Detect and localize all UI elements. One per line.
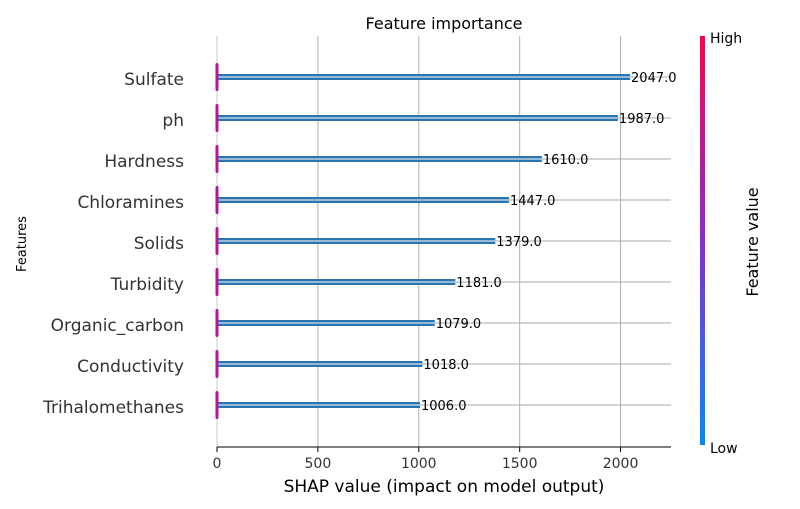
data-label: 1018.0: [423, 358, 469, 373]
feature-marker: [215, 391, 219, 419]
x-axis-label: SHAP value (impact on model output): [284, 477, 605, 497]
x-axis-ticks: 0 500 1000 1500 2000: [213, 447, 639, 472]
feature-label: Solids: [134, 234, 184, 254]
feature-marker: [215, 104, 219, 132]
data-label: 1079.0: [436, 317, 482, 332]
feature-label: Hardness: [104, 152, 184, 172]
feature-label: Conductivity: [77, 357, 184, 377]
colorbar-high-label: High: [710, 31, 742, 47]
data-label: 1610.0: [543, 153, 589, 168]
chart-title: Feature importance: [366, 14, 523, 33]
bars: [215, 63, 631, 419]
x-tick-label: 500: [305, 456, 332, 472]
colorbar: [700, 36, 705, 445]
x-tick-label: 1000: [401, 456, 437, 472]
feature-label: Trihalomethanes: [42, 398, 184, 418]
feature-label: Turbidity: [110, 275, 184, 295]
data-label: 1181.0: [456, 276, 502, 291]
data-label: 1987.0: [619, 112, 665, 127]
x-tick-label: 1500: [502, 456, 538, 472]
feature-marker: [215, 227, 219, 255]
feature-labels: 2047.0 Sulfate 1987.0 ph 1610.0 Hardness 1447.…: [42, 70, 676, 418]
feature-marker: [215, 309, 219, 337]
feature-label: Chloramines: [77, 193, 184, 213]
feature-marker: [215, 145, 219, 173]
feature-marker: [215, 350, 219, 378]
data-label: 1006.0: [421, 399, 467, 414]
feature-label: ph: [162, 111, 184, 131]
feature-label: Organic_carbon: [51, 316, 184, 336]
data-label: 1447.0: [510, 194, 555, 209]
colorbar-low-label: Low: [710, 441, 738, 457]
data-label: 1379.0: [496, 235, 542, 250]
feature-marker: [215, 186, 219, 214]
feature-label: Sulfate: [124, 70, 184, 90]
x-tick-label: 0: [213, 456, 222, 472]
feature-marker: [215, 268, 219, 296]
feature-marker: [215, 63, 219, 91]
x-tick-label: 2000: [603, 456, 639, 472]
y-axis-label: Features: [15, 216, 30, 272]
colorbar-label: Feature value: [743, 187, 762, 296]
data-label: 2047.0: [631, 71, 677, 86]
